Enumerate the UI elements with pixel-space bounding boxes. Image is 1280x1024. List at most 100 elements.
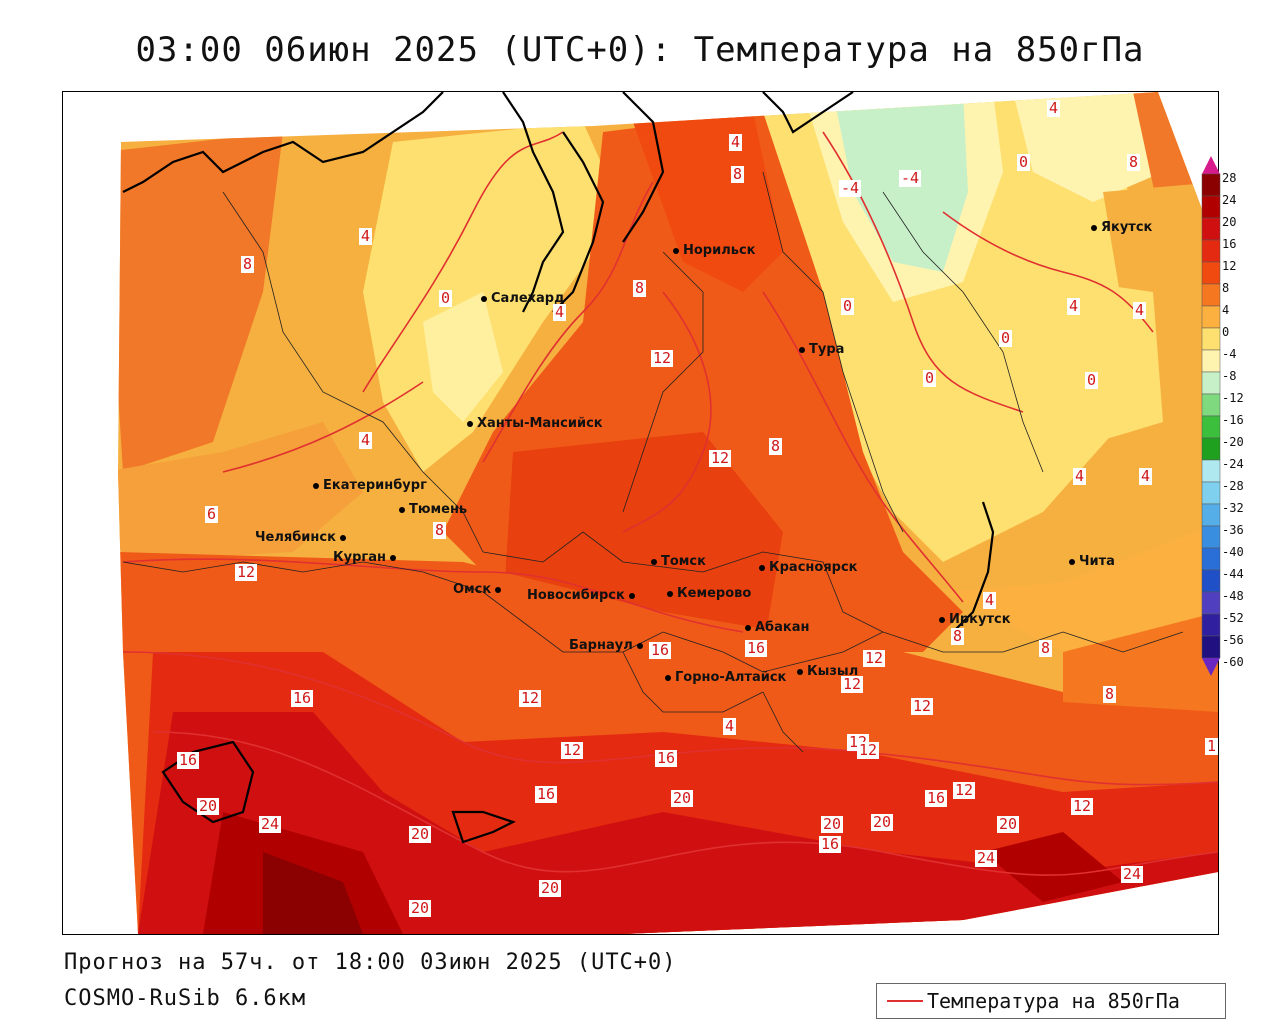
contour-label: 16 [745,639,768,657]
temperature-map: Норильск Салехард Тура Якутск Ханты-Манс… [62,91,1219,935]
colorbar-tick-label: -12 [1222,391,1244,405]
city-dot [399,506,405,513]
colorbar-swatch [1201,481,1221,505]
colorbar-tick-label: -36 [1222,523,1244,537]
contour-label: 16 [291,689,314,707]
contour-label: 8 [1103,685,1117,703]
contour-label: 20 [409,825,432,843]
colorbar-swatch [1201,327,1221,351]
city-kurgan: Курган [333,550,400,565]
contour-label: 16 [535,785,558,803]
contour-label: 8 [731,165,745,183]
colorbar-swatch [1201,195,1221,219]
colorbar-swatch [1201,261,1221,285]
city-tura: Тура [799,342,844,357]
contour-label: 6 [205,505,219,523]
contour-label: 4 [553,303,567,321]
city-dot [628,592,635,599]
city-dot [939,616,945,623]
city-dot [745,624,751,631]
colorbar-tick-label: 16 [1222,237,1237,251]
contour-label: 4 [1133,301,1147,319]
colorbar-max-arrow [1202,156,1220,174]
city-dot [467,420,473,427]
city-dot [313,482,319,489]
colorbar-swatch [1201,415,1221,439]
contour-label: 8 [769,437,783,455]
colorbar-tick-label: -60 [1222,655,1244,669]
colorbar-swatch [1201,173,1221,197]
colorbar-tick-label: -28 [1222,479,1244,493]
colorbar-tick-label: 4 [1222,303,1230,317]
contour-label: 0 [923,369,937,387]
legend-line-swatch [887,1000,923,1002]
colorbar-tick-label: 0 [1222,325,1230,339]
city-novosibirsk: Новосибирск [527,588,639,603]
contour-label: 12 [911,697,934,715]
city-dot [636,642,643,649]
colorbar-swatch [1201,349,1221,373]
contour-label: 16 [177,751,200,769]
colorbar-tick-label: 28 [1222,171,1237,185]
colorbar-swatch [1201,547,1221,571]
contour-label: 24 [1121,865,1144,883]
contour-label: 4 [1047,99,1061,117]
contour-label: 8 [1039,639,1053,657]
colorbar-tick-label: 12 [1222,259,1237,273]
colorbar-swatch [1201,393,1221,417]
colorbar-tick-label: -16 [1222,413,1244,427]
contour-label: 20 [671,789,694,807]
contour-label: 12 [519,689,542,707]
contour-label: 4 [729,133,743,151]
contour-label: 1 [1205,737,1218,755]
city-dot [389,554,396,561]
contour-label: 4 [723,717,737,735]
map-title: 03:00 06июн 2025 (UTC+0): Температура на… [135,30,1145,70]
city-dot [1091,224,1097,231]
colorbar-tick-label: 20 [1222,215,1237,229]
city-dot [673,247,679,254]
legend-label: Температура на 850гПа [927,989,1180,1013]
colorbar-tick-label: -24 [1222,457,1244,471]
contour-label: 4 [359,227,373,245]
city-yakutsk: Якутск [1091,220,1152,235]
contour-label: 4 [1139,467,1153,485]
forecast-info: Прогноз на 57ч. от 18:00 03июн 2025 (UTC… [64,950,677,975]
model-info: COSMO-RuSib 6.6км [64,986,307,1011]
contour-label: 16 [655,749,678,767]
colorbar-min-arrow [1202,658,1220,676]
colorbar-swatch [1201,239,1221,263]
contour-label: 8 [1127,153,1141,171]
city-barnaul: Барнаул [569,638,647,653]
city-dot [339,534,346,541]
colorbar-swatch [1201,569,1221,593]
city-dot [799,346,805,353]
colorbar-tick-label: -48 [1222,589,1244,603]
city-gorno-altaysk: Горно-Алтайск [665,670,786,685]
city-dot [481,295,487,302]
colorbar-swatch [1201,459,1221,483]
contour-label: 20 [821,815,844,833]
contour-label: 24 [259,815,282,833]
city-dot [759,564,765,571]
contour-label: 4 [1073,467,1087,485]
city-dot [1069,558,1075,565]
contour-label: 12 [857,741,880,759]
contour-label: 12 [709,449,732,467]
city-norilsk: Норильск [673,243,756,258]
contour-label: 8 [951,627,965,645]
contour-label: -4 [839,179,862,197]
contour-label: 16 [925,789,948,807]
colorbar: 28 24 20 16 12 8 4 0 -4 -8 -12 -16 -20 -24 -28 -32 -36 -4… [1200,156,1280,692]
contour-label: 12 [841,675,864,693]
colorbar-tick-label: -40 [1222,545,1244,559]
contour-label: 0 [841,297,855,315]
contour-label: 12 [561,741,584,759]
city-irkutsk: Иркутск [939,612,1011,627]
contour-label: 16 [649,641,672,659]
contour-label: 8 [633,279,647,297]
colorbar-tick-label: -44 [1222,567,1244,581]
colorbar-scale [1201,156,1221,676]
contour-label: 12 [863,649,886,667]
contour-label: 20 [871,813,894,831]
